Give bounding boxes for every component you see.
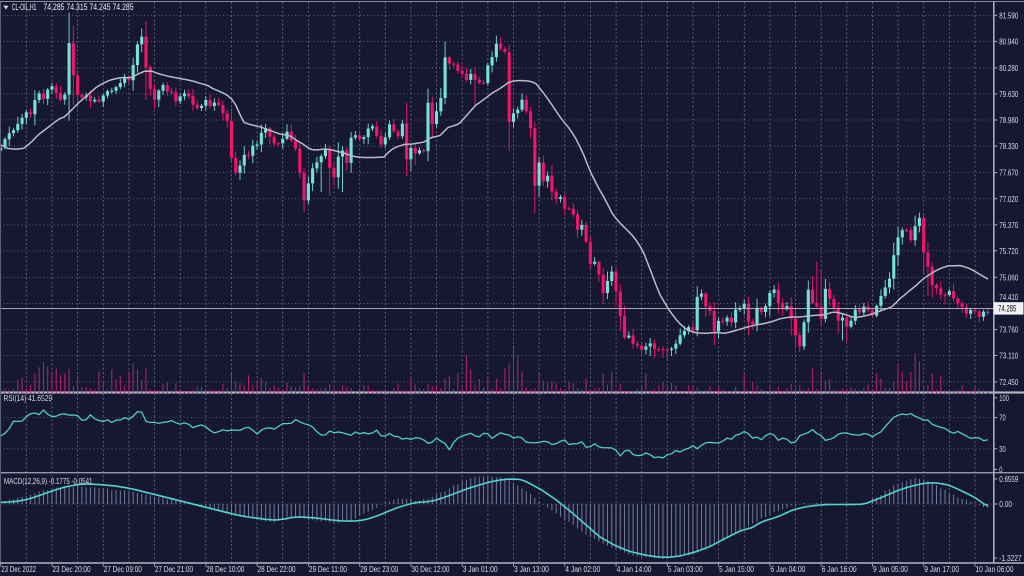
svg-text:77.670: 77.670 <box>999 168 1018 178</box>
svg-text:23 Dec 20:00: 23 Dec 20:00 <box>53 564 91 574</box>
svg-text:6 Jan 16:00: 6 Jan 16:00 <box>822 564 857 574</box>
svg-text:80.280: 80.280 <box>999 63 1018 73</box>
svg-text:6 Jan 04:00: 6 Jan 04:00 <box>770 564 805 574</box>
svg-text:27 Dec 21:00: 27 Dec 21:00 <box>155 564 193 574</box>
svg-text:74.410: 74.410 <box>999 292 1018 302</box>
svg-text:5 Jan 15:00: 5 Jan 15:00 <box>719 564 754 574</box>
svg-text:29 Dec 23:00: 29 Dec 23:00 <box>360 564 398 574</box>
svg-text:30 Dec 12:00: 30 Dec 12:00 <box>411 564 449 574</box>
svg-text:78.330: 78.330 <box>999 141 1018 151</box>
svg-text:10 Jan 06:00: 10 Jan 06:00 <box>976 564 1014 574</box>
svg-text:74.285 74.315 74.245 74.285: 74.285 74.315 74.245 74.285 <box>43 2 133 12</box>
svg-text:79.630: 79.630 <box>999 89 1018 99</box>
svg-text:70: 70 <box>999 413 1006 423</box>
svg-text:4 Jan 14:00: 4 Jan 14:00 <box>617 564 652 574</box>
svg-text:73.760: 73.760 <box>999 325 1018 335</box>
svg-text:73.110: 73.110 <box>999 351 1018 361</box>
svg-text:9 Jan 17:00: 9 Jan 17:00 <box>924 564 959 574</box>
svg-text:CL-OIL,H1: CL-OIL,H1 <box>12 2 37 12</box>
svg-text:-1.3227: -1.3227 <box>999 553 1021 563</box>
svg-text:3 Jan 01:00: 3 Jan 01:00 <box>463 564 498 574</box>
svg-text:0: 0 <box>999 465 1002 475</box>
svg-text:80.940: 80.940 <box>999 37 1018 47</box>
svg-text:RSI(14) 41.6529: RSI(14) 41.6529 <box>4 393 53 403</box>
svg-text:5 Jan 03:00: 5 Jan 03:00 <box>668 564 703 574</box>
svg-text:28 Dec 22:00: 28 Dec 22:00 <box>258 564 296 574</box>
svg-text:72.450: 72.450 <box>999 377 1018 387</box>
svg-text:100: 100 <box>999 393 1009 403</box>
svg-text:74.285: 74.285 <box>998 304 1016 314</box>
svg-text:76.370: 76.370 <box>999 220 1018 230</box>
svg-text:27 Dec 09:00: 27 Dec 09:00 <box>104 564 142 574</box>
svg-text:75.720: 75.720 <box>999 246 1018 256</box>
svg-text:28 Dec 10:00: 28 Dec 10:00 <box>206 564 244 574</box>
svg-text:9 Jan 05:00: 9 Jan 05:00 <box>873 564 908 574</box>
svg-text:29 Dec 11:00: 29 Dec 11:00 <box>309 564 347 574</box>
svg-text:75.060: 75.060 <box>999 272 1018 282</box>
svg-text:30: 30 <box>999 444 1006 454</box>
svg-text:4 Jan 02:00: 4 Jan 02:00 <box>565 564 600 574</box>
svg-text:81.590: 81.590 <box>999 10 1018 20</box>
svg-text:0.6559: 0.6559 <box>999 474 1018 484</box>
svg-text:23 Dec 2022: 23 Dec 2022 <box>1 564 36 574</box>
svg-text:MACD(12,26,9) -0.1775 -0.0541: MACD(12,26,9) -0.1775 -0.0541 <box>4 476 93 486</box>
svg-text:77.020: 77.020 <box>999 194 1018 204</box>
svg-text:78.980: 78.980 <box>999 115 1018 125</box>
svg-text:3 Jan 13:00: 3 Jan 13:00 <box>514 564 549 574</box>
svg-text:0.00: 0.00 <box>999 499 1012 509</box>
